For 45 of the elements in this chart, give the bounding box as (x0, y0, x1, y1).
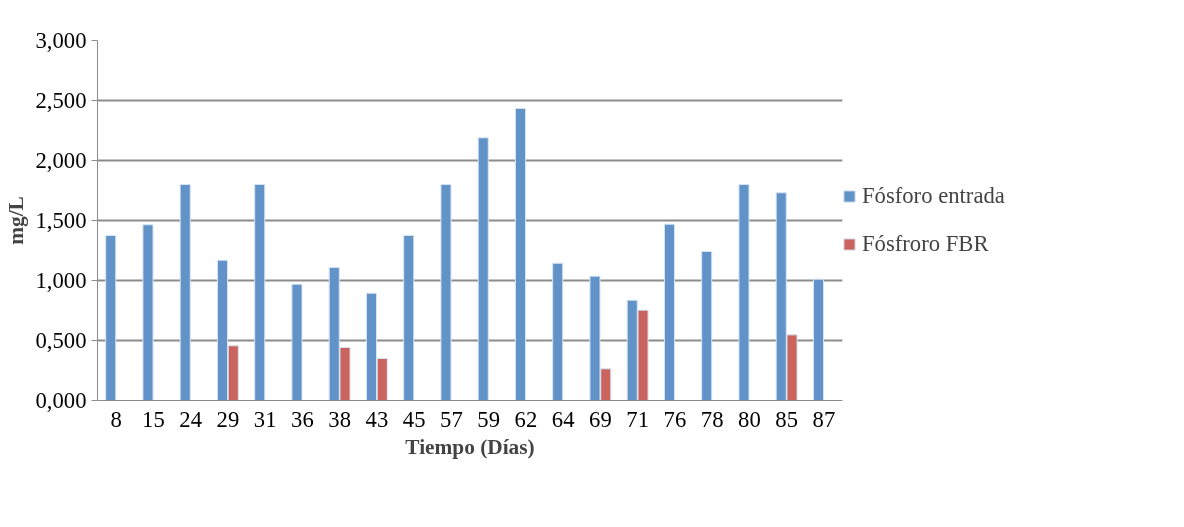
bar (254, 184, 266, 401)
y-tick-label: 3,000 (35, 28, 87, 53)
x-tick-label: 15 (142, 406, 165, 432)
x-tick-label: 76 (663, 406, 687, 432)
y-tick-label: 1,000 (35, 268, 87, 293)
y-tick-label: 0,500 (35, 328, 87, 353)
x-axis-title: Tiempo (Días) (405, 434, 535, 459)
x-tick-label: 87 (812, 406, 836, 432)
x-tick-label: 71 (626, 406, 649, 432)
x-tick-label: 85 (775, 406, 798, 432)
bar (663, 223, 675, 401)
y-tick-label: 1,500 (35, 208, 87, 233)
y-axis-title: mg/L (3, 196, 28, 245)
x-tick-label: 8 (110, 406, 122, 432)
y-tick-label: 2,500 (35, 88, 87, 113)
x-tick-label: 38 (328, 406, 351, 432)
x-tick-label: 78 (700, 406, 724, 432)
y-tick-label: 2,000 (35, 148, 87, 173)
bar (552, 262, 564, 401)
x-tick-label: 31 (253, 406, 277, 432)
bar (105, 235, 117, 401)
bar (291, 283, 303, 401)
x-tick-label: 80 (738, 406, 761, 432)
x-tick-label: 36 (291, 406, 314, 432)
x-tick-label: 59 (477, 406, 500, 432)
x-tick-label: 64 (551, 406, 575, 432)
x-tick-label: 57 (440, 406, 463, 432)
bar (701, 250, 713, 401)
bar (179, 184, 191, 401)
bar (738, 184, 750, 401)
bar (812, 278, 824, 401)
bar (440, 184, 452, 401)
legend-label: Fósfroro FBR (862, 231, 989, 257)
bar (477, 137, 489, 401)
bar (514, 108, 526, 401)
x-tick-label: 24 (179, 406, 202, 432)
x-tick-label: 45 (402, 406, 426, 432)
y-tick-label: 0,000 (35, 388, 87, 413)
x-tick-label: 62 (514, 406, 538, 432)
bar (142, 224, 154, 401)
x-tick-label: 69 (589, 406, 612, 432)
x-tick-label: 43 (365, 406, 389, 432)
x-tick-label: 29 (216, 406, 240, 432)
legend-label: Fósforo entrada (862, 183, 1005, 209)
bar (403, 235, 415, 401)
